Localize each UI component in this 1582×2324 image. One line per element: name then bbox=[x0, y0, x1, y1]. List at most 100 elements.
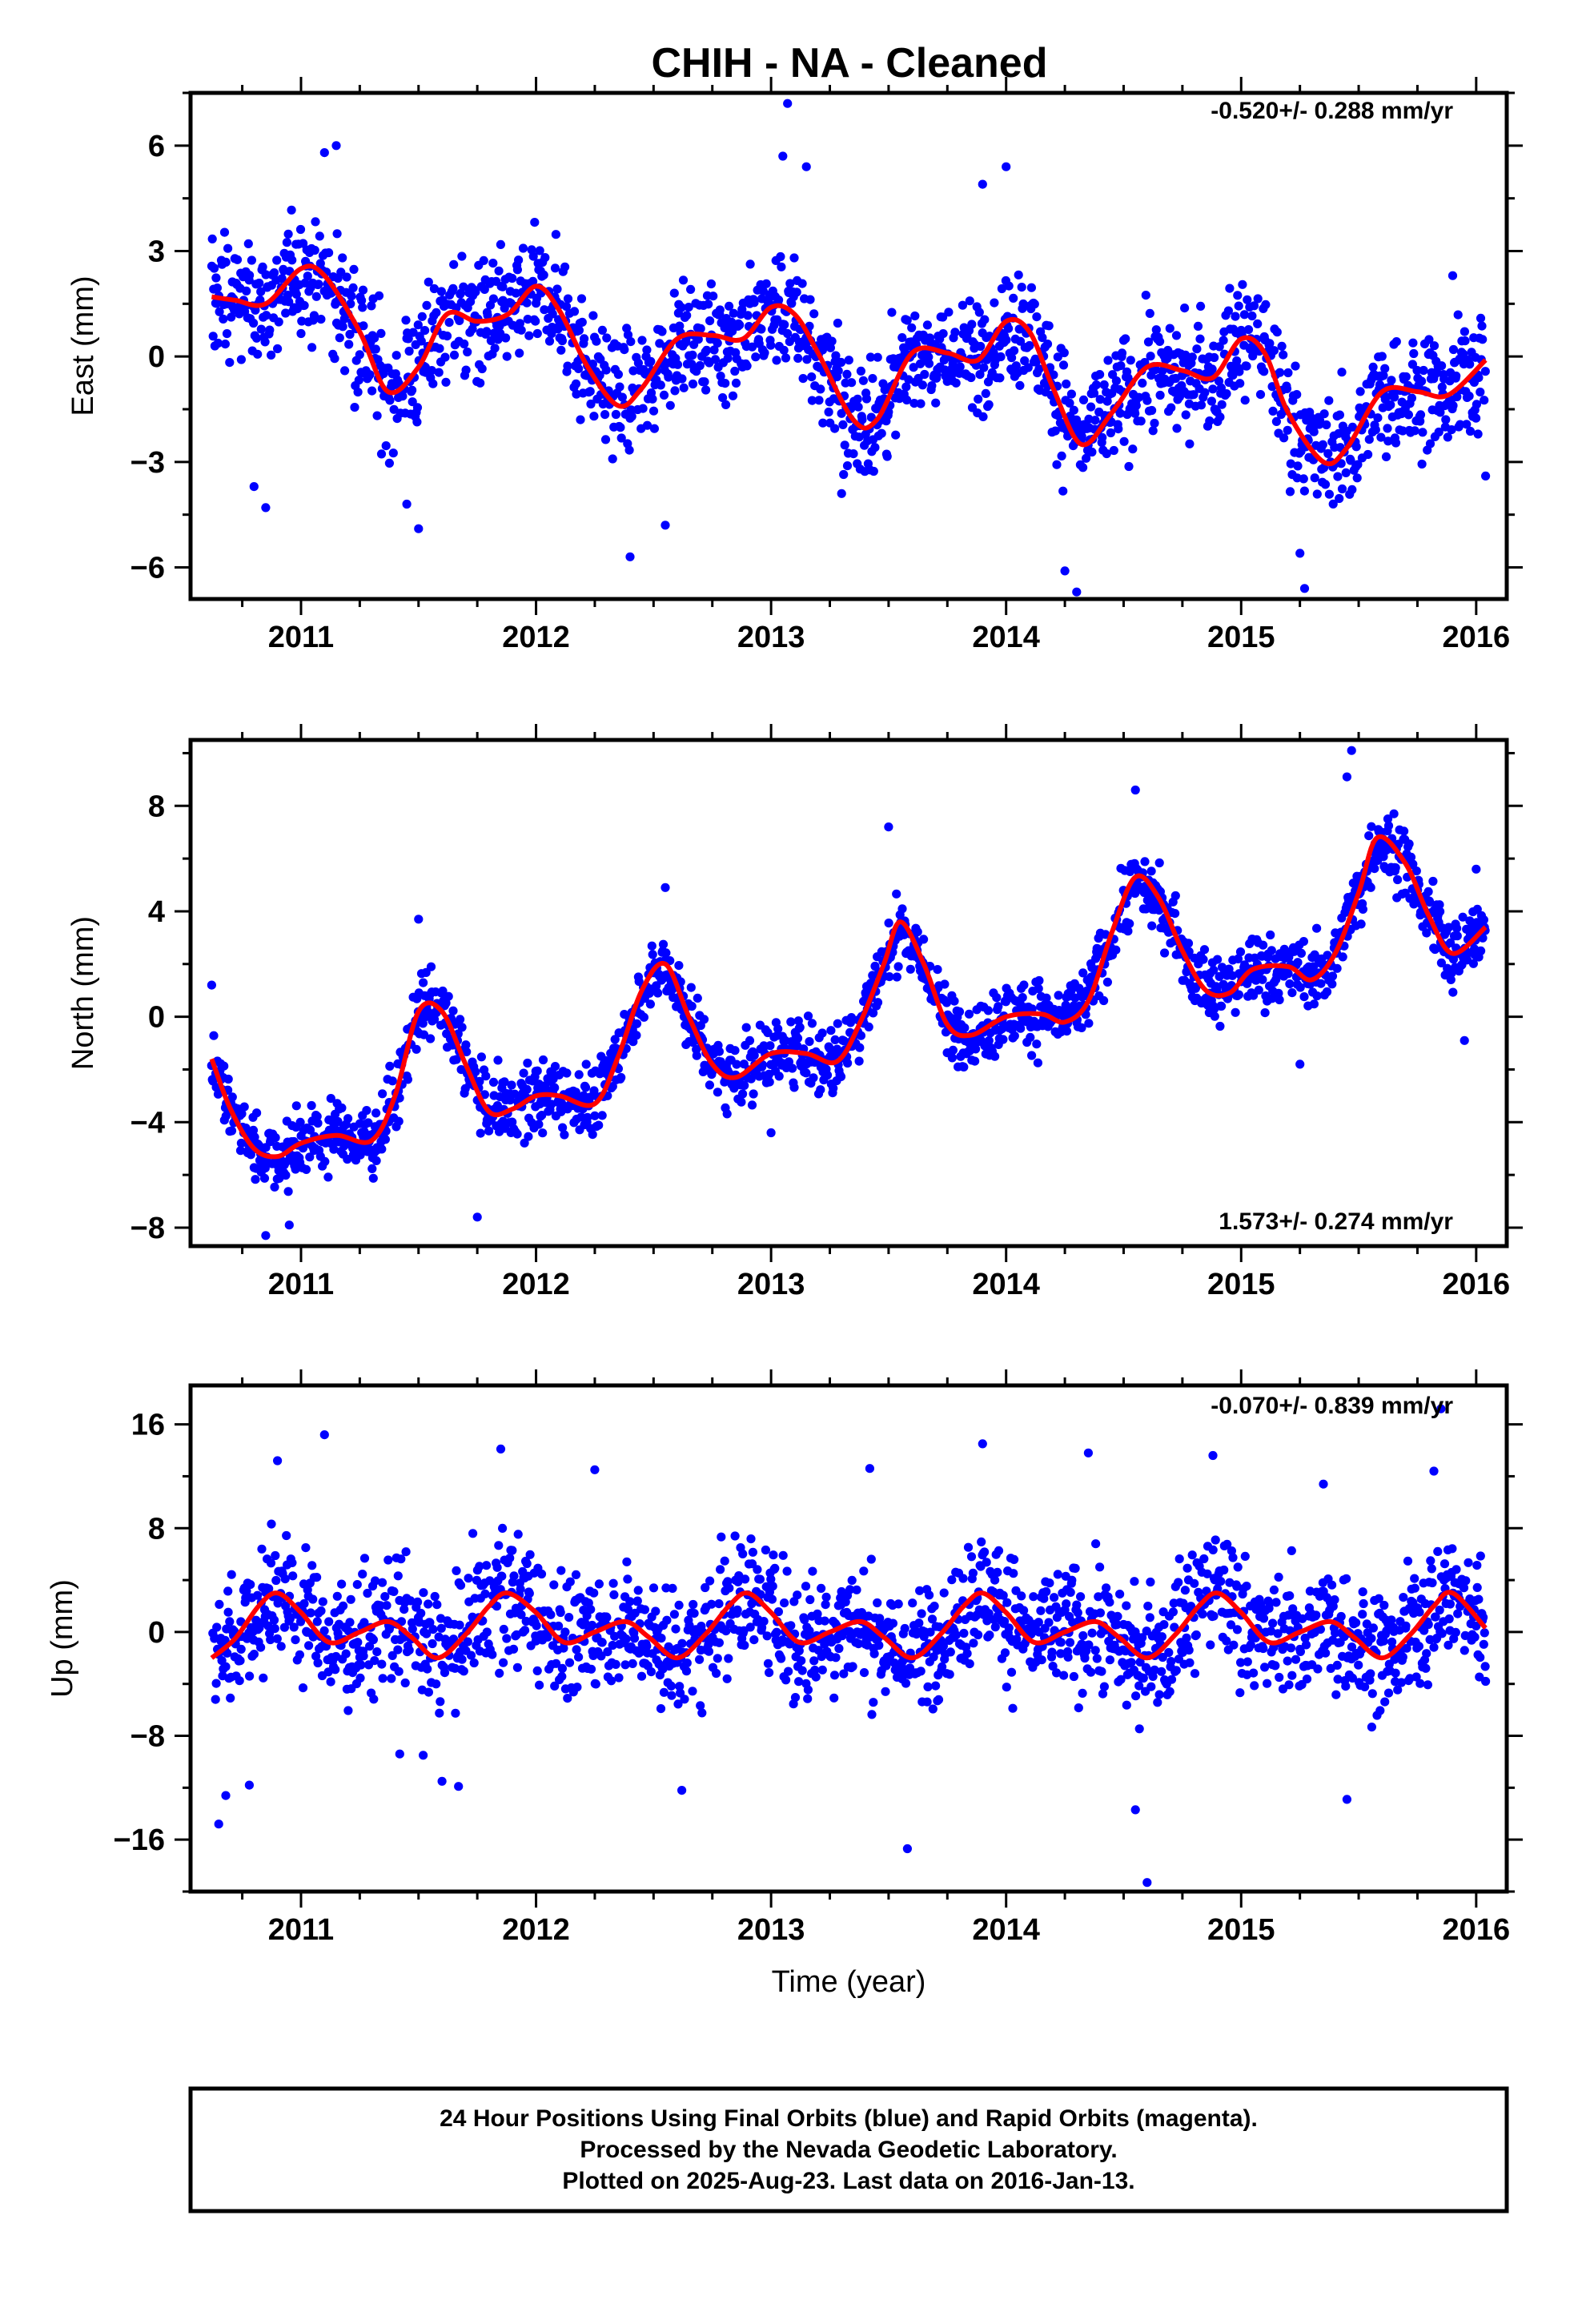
data-point bbox=[751, 352, 761, 362]
data-point bbox=[1477, 321, 1487, 331]
data-point bbox=[508, 1546, 517, 1555]
data-point bbox=[904, 375, 913, 384]
data-point bbox=[950, 996, 959, 1006]
data-point bbox=[376, 449, 387, 459]
figure-title: CHIH - NA - Cleaned bbox=[652, 40, 1048, 86]
data-point bbox=[1189, 390, 1199, 400]
data-point bbox=[840, 440, 849, 450]
data-point bbox=[1323, 951, 1332, 960]
data-point bbox=[873, 352, 882, 362]
data-point bbox=[494, 266, 504, 275]
data-point bbox=[640, 1605, 650, 1614]
data-point bbox=[1387, 376, 1396, 385]
data-point bbox=[968, 1568, 978, 1578]
data-point bbox=[305, 1152, 315, 1162]
data-point bbox=[1407, 393, 1416, 403]
data-point bbox=[534, 1120, 544, 1129]
data-point bbox=[608, 1640, 617, 1651]
data-point bbox=[885, 972, 894, 982]
data-point bbox=[1408, 859, 1418, 869]
data-point bbox=[283, 1187, 293, 1196]
data-point bbox=[998, 1035, 1008, 1044]
data-point bbox=[792, 287, 801, 297]
data-point bbox=[583, 1112, 592, 1122]
data-point bbox=[645, 999, 656, 1009]
data-point bbox=[783, 99, 793, 108]
data-point bbox=[486, 336, 496, 345]
data-point bbox=[776, 251, 785, 262]
data-point bbox=[722, 1109, 732, 1119]
data-point bbox=[456, 1015, 465, 1024]
data-point bbox=[464, 1574, 473, 1583]
data-point bbox=[1476, 313, 1486, 323]
data-point bbox=[299, 1598, 309, 1609]
data-point bbox=[284, 1220, 294, 1230]
data-point bbox=[1363, 449, 1373, 460]
data-point bbox=[412, 417, 422, 427]
data-point bbox=[1452, 371, 1461, 381]
data-point bbox=[738, 1549, 748, 1558]
data-point bbox=[520, 1626, 530, 1635]
data-point bbox=[717, 1532, 726, 1542]
data-point bbox=[1277, 341, 1287, 351]
data-point bbox=[786, 1017, 796, 1027]
data-point bbox=[747, 342, 757, 352]
data-point bbox=[419, 978, 428, 987]
data-point bbox=[1231, 312, 1240, 321]
data-point bbox=[893, 1599, 903, 1609]
data-point bbox=[282, 238, 291, 247]
data-point bbox=[830, 424, 840, 433]
data-point bbox=[723, 353, 733, 363]
data-point bbox=[962, 1649, 972, 1659]
data-point bbox=[995, 373, 1005, 383]
data-point bbox=[380, 1592, 390, 1602]
data-point bbox=[856, 366, 865, 376]
data-point bbox=[463, 1637, 473, 1647]
data-point bbox=[227, 1126, 237, 1136]
data-point bbox=[1446, 975, 1456, 984]
data-point bbox=[712, 1668, 721, 1679]
data-point bbox=[989, 348, 998, 358]
data-point bbox=[572, 1683, 582, 1692]
data-point bbox=[596, 1651, 606, 1661]
data-point bbox=[869, 1649, 879, 1659]
data-point bbox=[1105, 1598, 1114, 1607]
data-point bbox=[309, 311, 319, 320]
data-point bbox=[588, 311, 598, 320]
data-point bbox=[1462, 420, 1472, 429]
data-point bbox=[262, 311, 271, 320]
data-point bbox=[673, 1699, 683, 1709]
data-point bbox=[283, 290, 293, 300]
data-point bbox=[211, 1679, 221, 1688]
data-point bbox=[1401, 372, 1411, 382]
data-point bbox=[730, 1046, 740, 1055]
data-point bbox=[471, 1067, 480, 1076]
data-point bbox=[444, 318, 454, 328]
data-point bbox=[839, 1669, 849, 1679]
data-point bbox=[426, 962, 436, 971]
data-point bbox=[211, 1695, 220, 1704]
data-point bbox=[624, 445, 634, 455]
data-point bbox=[1299, 474, 1308, 484]
data-point bbox=[1282, 384, 1292, 393]
data-point bbox=[667, 1691, 677, 1700]
data-point bbox=[1102, 396, 1112, 406]
data-point bbox=[833, 366, 843, 376]
data-point bbox=[955, 362, 965, 372]
data-point bbox=[375, 1601, 385, 1610]
data-point bbox=[638, 404, 648, 413]
data-point bbox=[609, 1590, 619, 1599]
data-point bbox=[753, 1565, 762, 1574]
data-point bbox=[1004, 281, 1014, 291]
data-point bbox=[586, 1664, 596, 1674]
data-point bbox=[705, 1080, 715, 1090]
data-point bbox=[803, 1685, 813, 1695]
data-point bbox=[508, 1644, 519, 1654]
data-point bbox=[938, 1662, 947, 1671]
data-point bbox=[1309, 427, 1319, 436]
data-point bbox=[611, 1659, 620, 1669]
data-point bbox=[1090, 416, 1100, 425]
data-point bbox=[388, 448, 398, 458]
data-point bbox=[367, 301, 376, 311]
